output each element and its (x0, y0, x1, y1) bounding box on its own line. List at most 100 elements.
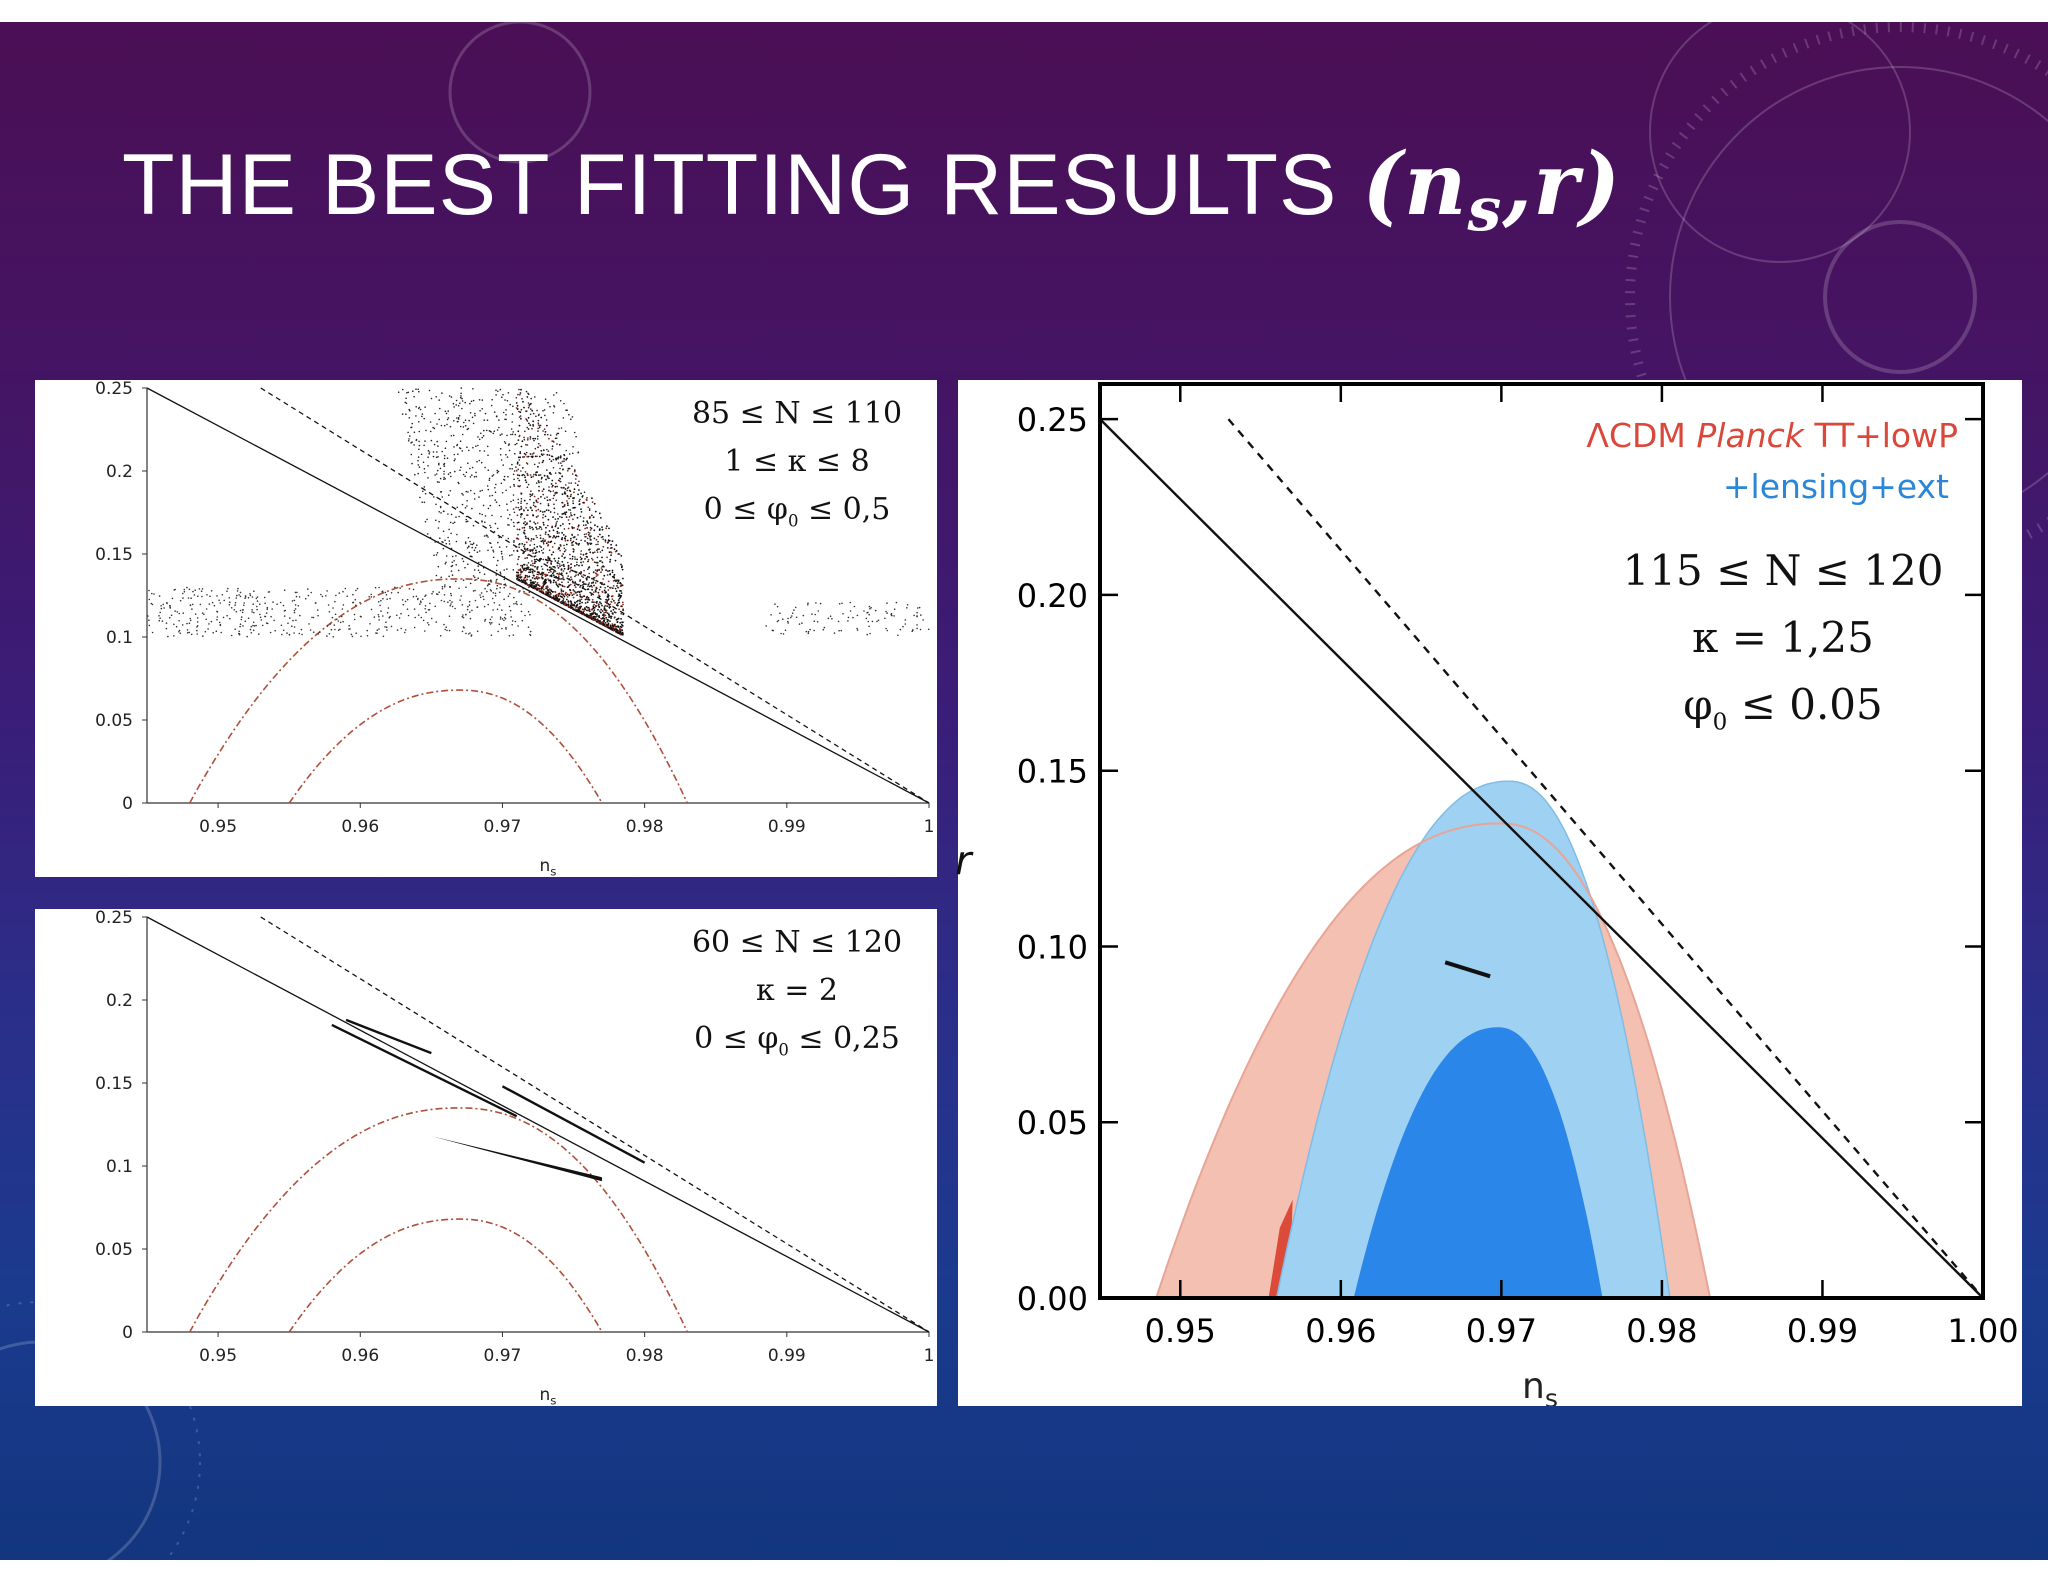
c0-scatter-point (428, 451, 431, 453)
c0-scatter-point (477, 577, 480, 579)
c0-scatter-point (471, 543, 474, 546)
c0-scatter-point (569, 570, 571, 573)
c0-scatter-point (532, 587, 535, 589)
c0-scatter-point (574, 575, 576, 578)
c0-scatter-point (542, 538, 545, 540)
c0-scatter-point (219, 602, 222, 604)
c0-scatter-point (175, 625, 178, 628)
c0-scatter-point (523, 526, 526, 529)
c0-scatter-point (439, 635, 442, 637)
c0-scatter-point (847, 616, 850, 619)
c0-scatter-point (525, 481, 528, 484)
c0-scatter-point (594, 618, 597, 621)
c1-result-band (345, 1018, 432, 1055)
c0-scatter-point (521, 543, 524, 545)
c0-scatter-point (545, 585, 548, 588)
c0-scatter-point (503, 479, 506, 481)
c0-scatter-point (511, 468, 513, 470)
c0-scatter-point (557, 574, 560, 576)
c0-scatter-point (595, 590, 597, 593)
c0-scatter-point (456, 417, 458, 419)
c0-scatter-point (448, 528, 450, 531)
c0-scatter-point (547, 509, 550, 512)
c0-scatter-point (512, 405, 514, 408)
c0-scatter-point (546, 424, 548, 427)
c0-scatter-point (554, 560, 557, 562)
c0-scatter-point (244, 595, 247, 597)
c0-scatter-point (548, 595, 551, 598)
c0-scatter-point (465, 586, 467, 588)
c0-scatter-point (436, 552, 439, 554)
c0-scatter-point (483, 573, 486, 575)
c0-scatter-point (410, 426, 412, 429)
c0-scatter-point (191, 603, 194, 606)
c0-scatter-point (582, 561, 585, 563)
c0-scatter-point (596, 561, 599, 564)
c0-scatter-point (208, 623, 210, 625)
c0-scatter-point (523, 438, 526, 441)
c0-scatter-point (541, 577, 544, 580)
c0-scatter-point (552, 579, 555, 582)
c0-scatter-point (542, 410, 544, 412)
c0-scatter-point (893, 608, 896, 610)
c0-scatter-point (580, 492, 582, 495)
c0-scatter-point (545, 542, 548, 545)
c0-scatter-point (148, 619, 150, 621)
c0-scatter-point (517, 574, 520, 577)
c0-scatter-point (765, 625, 767, 627)
c0-scatter-point (856, 614, 859, 617)
c0-scatter-point (560, 601, 563, 604)
c0-scatter-point (619, 582, 621, 585)
c0-scatter-point (165, 627, 168, 630)
c0-scatter-point (430, 397, 433, 400)
c0-scatter-point (546, 433, 549, 436)
c0-scatter-point (498, 623, 501, 626)
c0-scatter-point (543, 510, 546, 513)
c0-scatter-point (148, 589, 150, 592)
c0-scatter-point (488, 580, 490, 582)
c0-scatter-point (259, 613, 261, 616)
c0-scatter-point (465, 613, 467, 616)
c0-scatter-point (560, 568, 563, 571)
c0-scatter-point (525, 451, 528, 454)
c0-scatter-point (545, 419, 548, 421)
c0-scatter-point (618, 628, 621, 631)
c0-scatter-point (353, 618, 356, 621)
c0-scatter-point (606, 605, 609, 607)
c0-scatter-point (607, 623, 610, 626)
c0-scatter-point (554, 596, 556, 598)
c0-scatter-point (442, 530, 445, 533)
c0-scatter-point (573, 488, 576, 491)
c0-scatter-point (461, 630, 464, 633)
c0-scatter-point (342, 590, 344, 593)
c0-scatter-point (529, 527, 531, 530)
c0-scatter-point (813, 629, 815, 632)
c0-scatter-point (770, 614, 772, 616)
c0-scatter-point (805, 630, 808, 633)
c0-scatter-point (492, 556, 495, 559)
c0-scatter-point (189, 604, 192, 607)
title-text: THE BEST FITTING RESULTS (122, 137, 1363, 233)
c0-scatter-point (565, 449, 567, 452)
c0-scatter-point (258, 633, 260, 635)
c0-scatter-point (295, 595, 298, 598)
c0-scatter-point (795, 616, 798, 619)
c0-scatter-point (387, 607, 390, 609)
c0-scatter-point (462, 560, 465, 563)
c0-scatter-point (545, 509, 548, 511)
c0-scatter-point (571, 514, 573, 517)
c0-scatter-point (558, 480, 561, 482)
c0-scatter-point (529, 544, 531, 546)
c0-scatter-point (182, 597, 184, 599)
c0-scatter-point (417, 464, 420, 466)
c0-scatter-point (534, 555, 537, 557)
c0-scatter-point (402, 388, 404, 391)
c0-scatter-point (601, 604, 603, 607)
c0-scatter-point (446, 423, 448, 426)
c0-scatter-point (239, 623, 242, 625)
c0-scatter-point (490, 404, 493, 407)
c0-scatter-point (560, 591, 563, 593)
c0-scatter-point (542, 582, 545, 585)
c0-scatter-point (598, 621, 600, 624)
c0-scatter-point (554, 485, 557, 488)
